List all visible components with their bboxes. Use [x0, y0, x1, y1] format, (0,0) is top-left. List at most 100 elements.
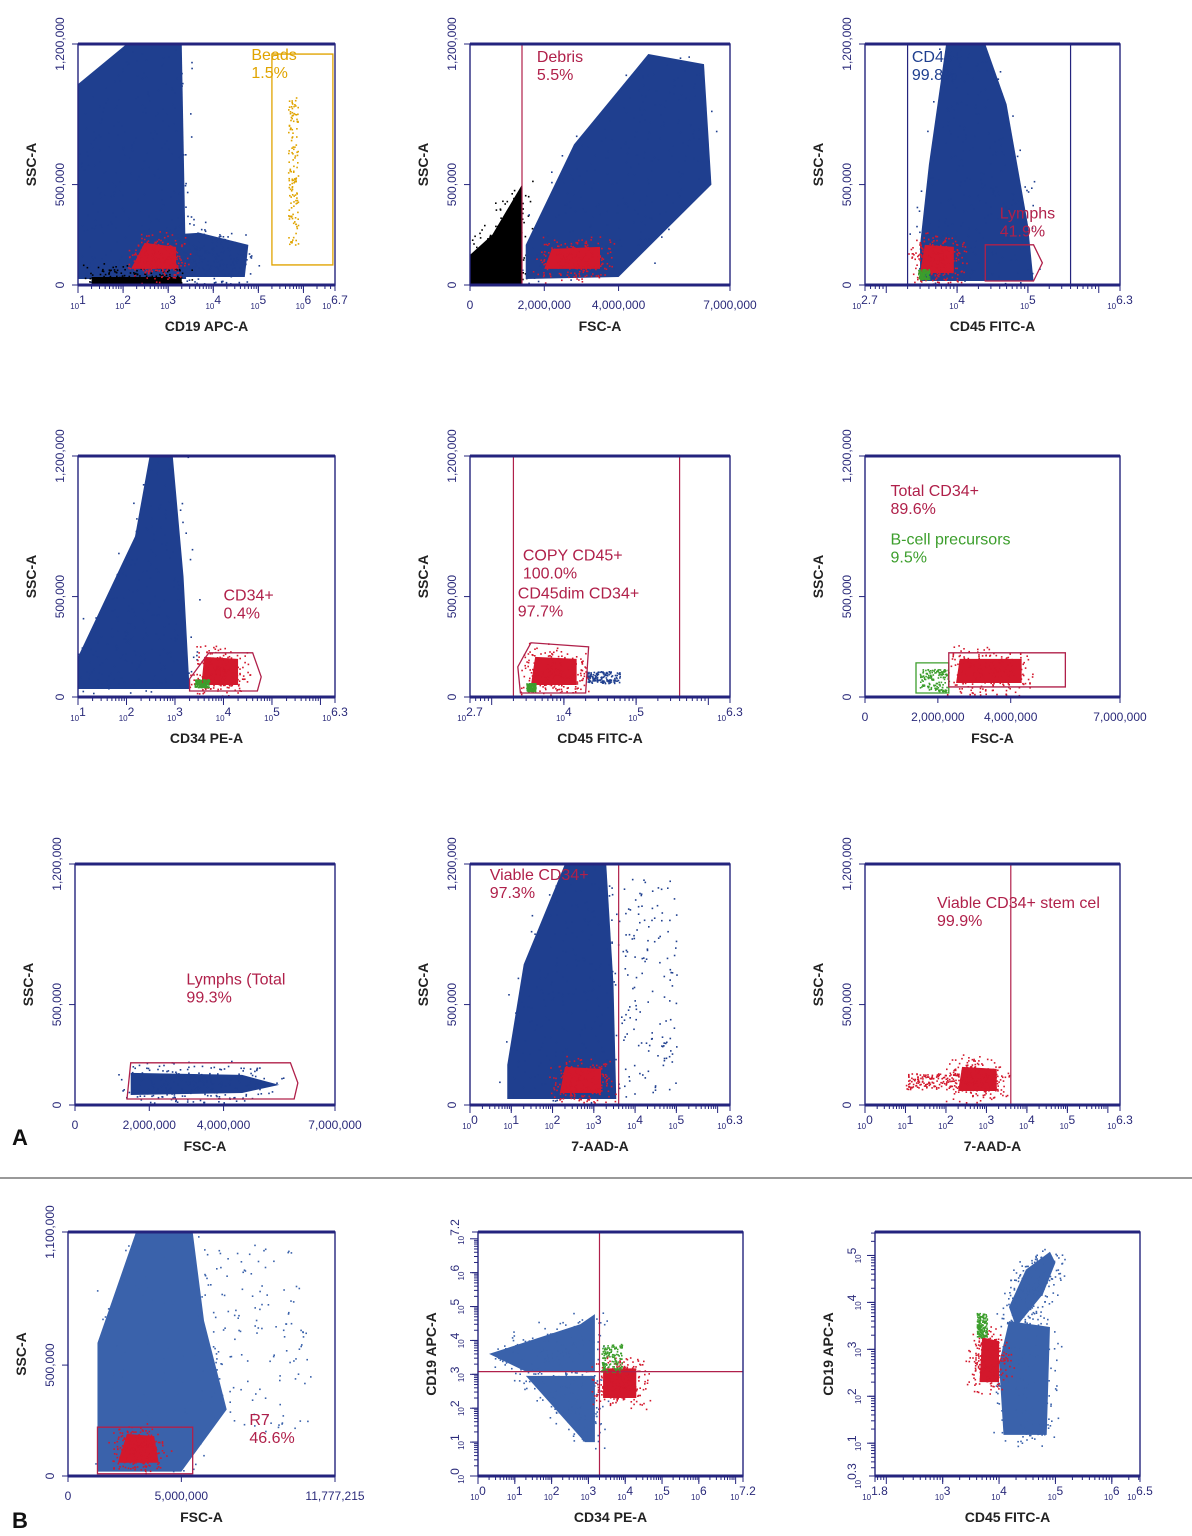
- event-point: [175, 638, 177, 640]
- event-point: [583, 675, 586, 678]
- event-point: [677, 77, 679, 79]
- event-point: [168, 468, 170, 471]
- event-point: [977, 672, 980, 674]
- event-point: [932, 237, 934, 239]
- event-point: [597, 673, 600, 676]
- event-point: [984, 690, 987, 692]
- event-point: [586, 245, 589, 248]
- event-point: [157, 167, 159, 170]
- event-point: [155, 633, 158, 635]
- event-point: [563, 246, 566, 249]
- event-point: [547, 679, 549, 682]
- event-point: [136, 668, 138, 671]
- gate-region[interactable]: [188, 652, 262, 692]
- event-point: [925, 672, 928, 675]
- event-point: [945, 675, 948, 677]
- event-point: [134, 615, 137, 618]
- event-point: [159, 252, 161, 255]
- event-point: [918, 276, 921, 279]
- event-point: [616, 913, 618, 916]
- event-point: [290, 241, 292, 243]
- event-point: [566, 653, 569, 655]
- event-point: [933, 240, 935, 242]
- event-point: [132, 51, 134, 53]
- event-point: [941, 672, 944, 674]
- event-point: [192, 259, 194, 262]
- event-point: [512, 1077, 515, 1079]
- event-point: [971, 683, 974, 685]
- event-point: [479, 237, 482, 239]
- event-point: [575, 254, 578, 257]
- event-point: [147, 1077, 150, 1080]
- event-point: [193, 218, 195, 221]
- event-point: [162, 260, 165, 262]
- gate-region[interactable]: [271, 53, 334, 266]
- gate-region[interactable]: [948, 652, 1067, 688]
- event-point: [963, 277, 965, 279]
- event-point: [919, 687, 922, 689]
- event-point: [291, 182, 293, 185]
- event-point: [570, 173, 573, 176]
- event-point: [582, 660, 584, 662]
- event-point: [944, 267, 947, 269]
- event-point: [529, 690, 532, 693]
- event-point: [532, 668, 534, 671]
- event-point: [1007, 681, 1010, 684]
- event-point: [512, 217, 515, 219]
- event-point: [555, 1055, 558, 1057]
- event-point: [500, 259, 502, 261]
- event-point: [563, 1028, 565, 1030]
- event-point: [160, 682, 163, 684]
- event-point: [561, 660, 564, 663]
- event-point: [292, 159, 294, 161]
- event-point: [992, 684, 994, 687]
- event-point: [558, 253, 560, 256]
- event-point: [571, 666, 573, 669]
- event-point: [1012, 199, 1014, 201]
- event-point: [595, 675, 597, 678]
- event-point: [105, 254, 107, 256]
- event-point: [222, 236, 225, 238]
- gate-percent: 41.9%: [1000, 224, 1045, 241]
- event-point: [514, 239, 517, 241]
- event-point: [965, 137, 967, 140]
- event-point: [138, 664, 141, 666]
- gate-region[interactable]: [126, 1062, 299, 1100]
- event-point: [127, 224, 130, 227]
- event-point: [956, 254, 959, 257]
- event-point: [169, 288, 171, 290]
- event-point: [233, 672, 235, 674]
- gate-region[interactable]: [517, 642, 590, 694]
- event-point: [576, 241, 579, 244]
- event-point: [91, 671, 93, 674]
- event-point: [1019, 149, 1021, 152]
- event-point: [218, 255, 220, 257]
- event-point: [221, 657, 223, 660]
- event-point: [583, 262, 586, 265]
- event-point: [1002, 202, 1005, 205]
- event-point: [155, 242, 157, 244]
- event-point: [583, 256, 586, 258]
- event-point: [164, 243, 166, 245]
- event-point: [291, 128, 294, 131]
- event-point: [584, 275, 586, 278]
- event-point: [536, 675, 538, 678]
- event-point: [641, 94, 643, 97]
- event-point: [933, 101, 935, 103]
- event-point: [927, 676, 929, 679]
- event-point: [648, 182, 650, 185]
- event-point: [529, 651, 531, 653]
- event-point: [992, 684, 994, 686]
- event-point: [105, 171, 107, 174]
- event-point: [532, 271, 535, 273]
- event-point: [507, 273, 509, 275]
- event-point: [952, 653, 955, 655]
- event-point: [119, 181, 121, 183]
- event-point: [114, 608, 116, 611]
- gate-region[interactable]: [984, 244, 1044, 282]
- event-point: [473, 243, 475, 245]
- event-point: [504, 254, 507, 256]
- event-point: [150, 290, 152, 292]
- event-point: [492, 243, 494, 245]
- event-point: [173, 254, 175, 256]
